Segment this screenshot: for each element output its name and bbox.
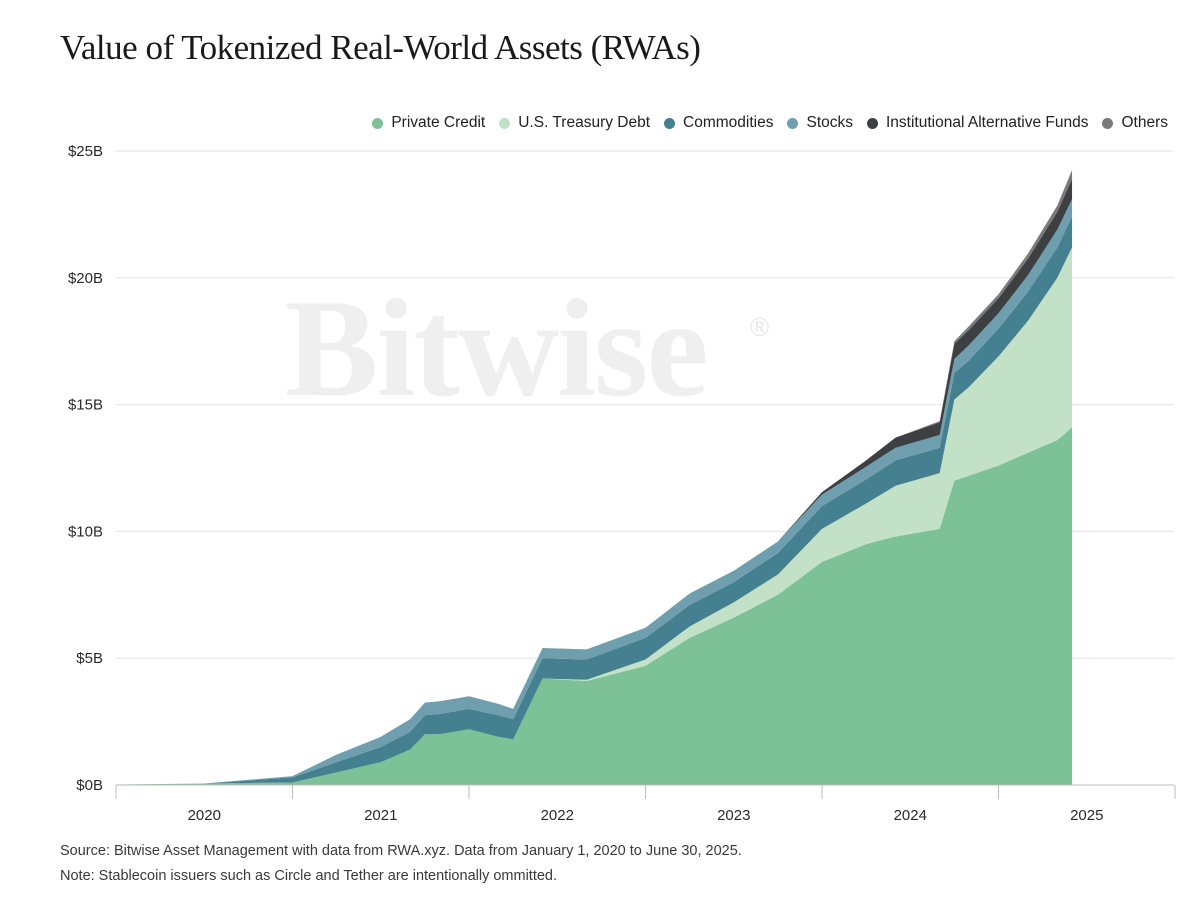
y-tick-label: $5B: [76, 650, 103, 667]
watermark-registered-mark: ®: [750, 312, 770, 342]
y-tick-label: $0B: [76, 777, 103, 794]
legend-item-stocks: Stocks: [787, 114, 853, 132]
legend-swatch: [867, 117, 878, 129]
legend-label: Others: [1121, 114, 1168, 131]
x-tick-label: 2022: [541, 807, 574, 824]
x-tick-label: 2021: [364, 807, 397, 824]
x-tick-label: 2025: [1070, 807, 1103, 824]
x-tick-label: 2023: [717, 807, 750, 824]
area-private-credit: [116, 427, 1073, 785]
legend-label: U.S. Treasury Debt: [518, 114, 651, 131]
legend-item-private-credit: Private Credit: [372, 114, 485, 132]
chart-title: Value of Tokenized Real-World Assets (RW…: [60, 28, 701, 67]
legend-swatch: [787, 117, 799, 129]
stablecoin-note: Note: Stablecoin issuers such as Circle …: [60, 868, 558, 884]
x-tick-label: 2024: [894, 807, 927, 824]
source-note: Source: Bitwise Asset Management with da…: [60, 843, 742, 859]
legend-item-others: Others: [1102, 114, 1168, 132]
legend-item-inst-alt-funds: Institutional Alternative Funds: [867, 114, 1088, 132]
legend-swatch: [499, 117, 511, 129]
x-tick-label: 2020: [188, 807, 221, 824]
legend-label: Private Credit: [391, 114, 486, 131]
legend-label: Commodities: [683, 114, 774, 131]
area-treasury: [116, 247, 1073, 785]
legend-label: Institutional Alternative Funds: [886, 114, 1089, 131]
legend-swatch: [372, 117, 384, 129]
y-tick-label: $10B: [68, 523, 103, 540]
legend-label: Stocks: [806, 114, 853, 131]
legend-item-commodities: Commodities: [664, 114, 773, 132]
y-tick-label: $15B: [68, 397, 103, 414]
legend-swatch: [1102, 117, 1114, 129]
legend-item-treasury: U.S. Treasury Debt: [499, 114, 650, 132]
y-tick-label: $25B: [68, 143, 103, 160]
legend-swatch: [664, 117, 676, 129]
area-commodities: [116, 216, 1073, 785]
bitwise-watermark: Bitwise: [285, 271, 709, 426]
y-tick-label: $20B: [68, 270, 103, 287]
chart-legend: Private Credit U.S. Treasury Debt Commodit…: [372, 114, 1168, 132]
